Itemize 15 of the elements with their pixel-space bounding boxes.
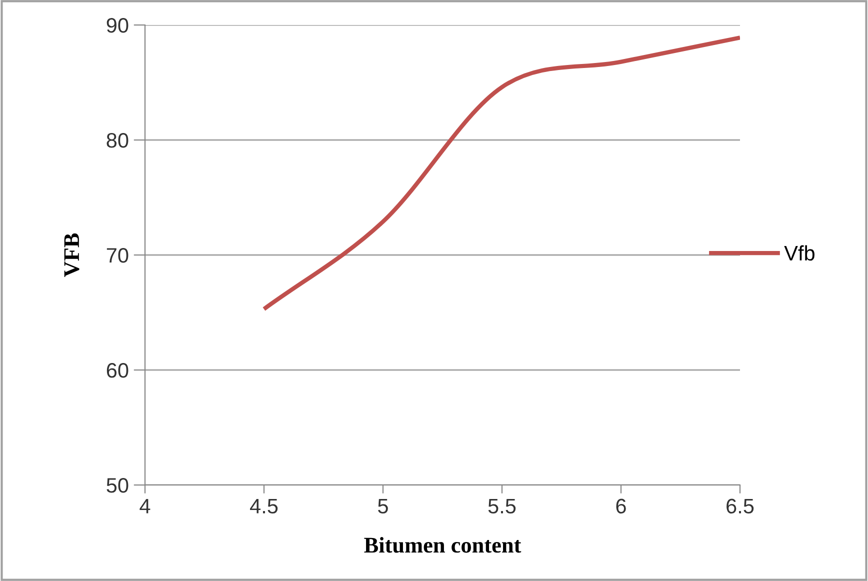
y-tick-label: 70 bbox=[106, 248, 128, 263]
x-tick-label: 4.5 bbox=[250, 498, 278, 514]
line-series bbox=[262, 36, 740, 312]
x-tick-label: 4 bbox=[140, 498, 150, 514]
x-axis-title: Bitumen content bbox=[364, 537, 522, 553]
y-tick-label: 80 bbox=[106, 133, 128, 148]
x-tick-label: 5.5 bbox=[488, 498, 516, 514]
y-tick-label: 50 bbox=[106, 478, 128, 493]
legend-label: Vfb bbox=[784, 245, 814, 261]
y-tick-label: 90 bbox=[106, 18, 128, 33]
x-tick-label: 6 bbox=[616, 498, 626, 514]
x-tick-label: 6.5 bbox=[726, 498, 754, 514]
x-tick-label: 5 bbox=[378, 498, 388, 514]
y-axis-title: VFB bbox=[64, 233, 80, 277]
y-tick-label: 60 bbox=[106, 363, 128, 378]
